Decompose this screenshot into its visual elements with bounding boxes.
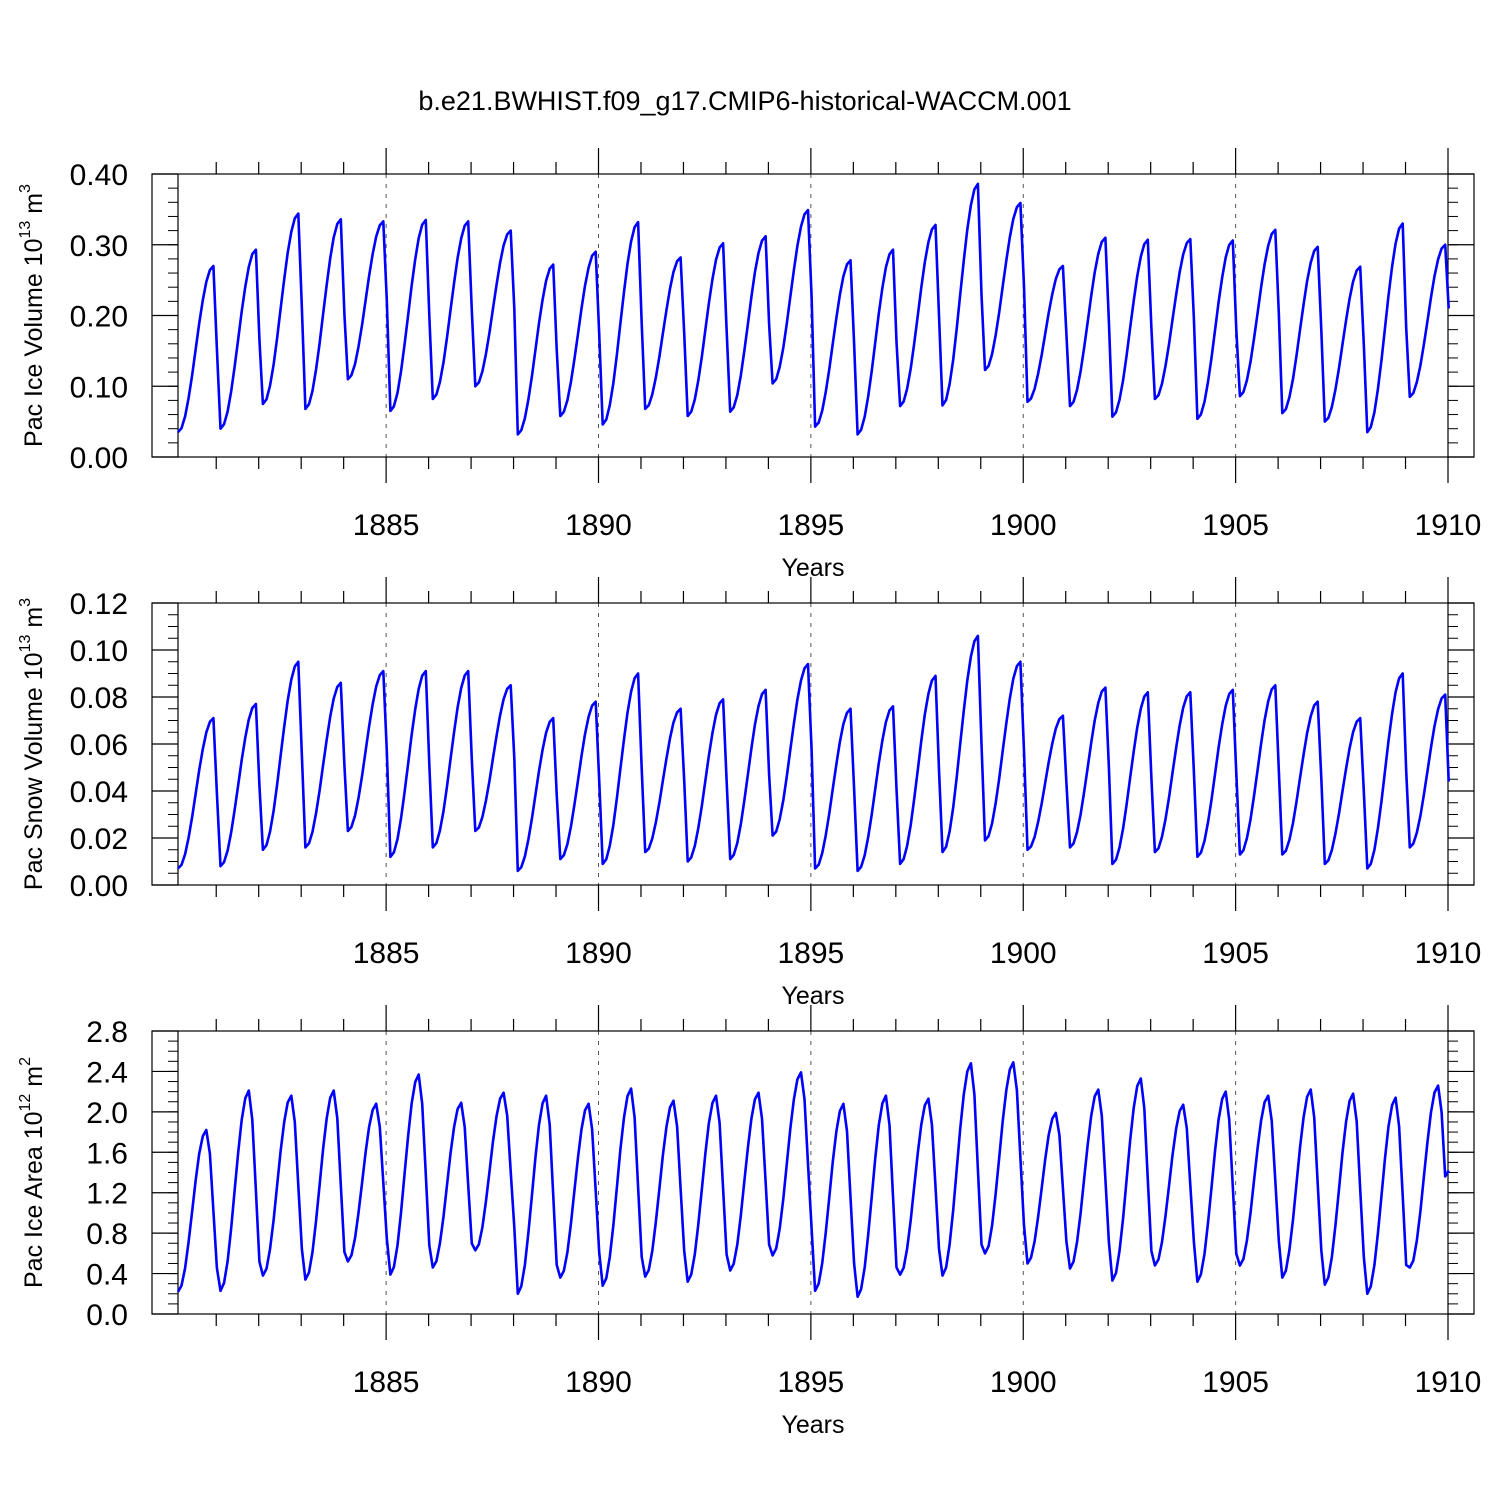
y-tick-label: 0.0 [86, 1299, 128, 1332]
y-tick-label: 1.6 [86, 1137, 128, 1170]
y-axis-label: Pac Ice Area 1012 m2 [17, 1057, 48, 1288]
y-tick-label: 0.12 [70, 588, 128, 621]
y-tick-label: 0.00 [70, 870, 128, 903]
x-tick-label: 1890 [565, 937, 632, 970]
y-tick-label: 1.2 [86, 1178, 128, 1211]
x-axis-label: Years [781, 1411, 844, 1439]
x-tick-label: 1885 [353, 509, 420, 542]
x-tick-label: 1900 [990, 1366, 1057, 1399]
y-tick-label: 0.08 [70, 682, 128, 715]
y-tick-label: 0.02 [70, 823, 128, 856]
series-line-pac-ice-area [176, 1061, 1450, 1299]
y-tick-label: 2.0 [86, 1097, 128, 1130]
series-line-pac-ice-volume [177, 182, 1450, 436]
x-tick-label: 1890 [565, 1366, 632, 1399]
x-tick-label: 1905 [1202, 1366, 1269, 1399]
x-tick-label: 1900 [990, 509, 1057, 542]
y-tick-label: 0.4 [86, 1259, 128, 1292]
y-tick-label: 0.06 [70, 729, 128, 762]
y-tick-label: 0.40 [70, 159, 128, 192]
panel-snow-volume: 0.00 0.02 0.04 0.06 0.08 0.10 0.12 1885 1890 1895… [17, 577, 1481, 1010]
y-tick-label: 0.8 [86, 1218, 128, 1251]
y-tick-label: 0.00 [70, 442, 128, 475]
main-title: b.e21.BWHIST.f09_g17.CMIP6-historical-WA… [418, 86, 1071, 116]
y-tick-label: 0.04 [70, 776, 128, 809]
y-axis-label: Pac Snow Volume 1013 m3 [17, 598, 48, 890]
panel-ice-area: 0.0 0.4 0.8 1.2 1.6 2.0 2.4 2.8 1885 1890 1895 1900… [17, 1005, 1481, 1439]
x-tick-label: 1905 [1202, 937, 1269, 970]
x-tick-label: 1910 [1415, 509, 1482, 542]
x-tick-label: 1895 [778, 937, 845, 970]
y-tick-label: 2.4 [86, 1056, 128, 1089]
x-axis-label: Years [781, 982, 844, 1010]
x-tick-label: 1895 [778, 1366, 845, 1399]
x-tick-label: 1895 [778, 509, 845, 542]
plot-frame [151, 1030, 1475, 1315]
y-tick-label: 0.10 [70, 635, 128, 668]
x-tick-label: 1905 [1202, 509, 1269, 542]
y-tick-label: 0.30 [70, 230, 128, 263]
x-tick-label: 1910 [1415, 937, 1482, 970]
x-tick-label: 1910 [1415, 1366, 1482, 1399]
panel-ice-volume: 0.00 0.10 0.20 0.30 0.40 1885 1890 1895 1900 1905… [17, 148, 1481, 582]
x-tick-label: 1885 [353, 937, 420, 970]
y-tick-label: 0.10 [70, 371, 128, 404]
y-tick-label: 0.20 [70, 301, 128, 334]
x-tick-label: 1890 [565, 509, 632, 542]
x-axis-label: Years [781, 554, 844, 582]
y-tick-label: 2.8 [86, 1016, 128, 1049]
x-tick-label: 1885 [353, 1366, 420, 1399]
series-line-pac-snow-volume [177, 634, 1450, 873]
y-axis-label: Pac Ice Volume 1013 m3 [17, 184, 48, 447]
x-tick-label: 1900 [990, 937, 1057, 970]
